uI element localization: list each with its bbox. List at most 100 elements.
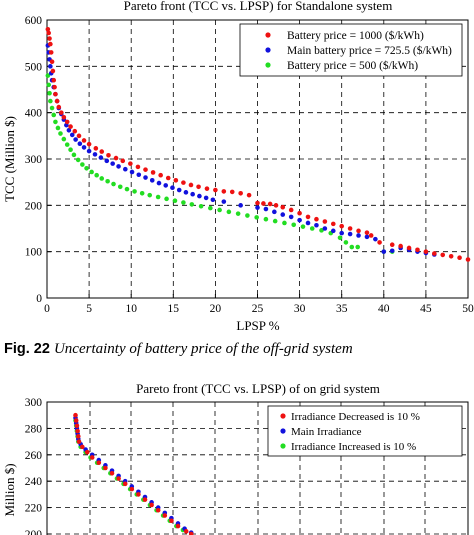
chart1-point-series-1 (190, 191, 195, 197)
chart1-point-series-0 (280, 204, 286, 210)
chart1-point-series-1 (77, 141, 83, 147)
chart2-legend-label-1: Main Irradiance (291, 426, 362, 438)
chart2-legend-marker-2 (280, 443, 286, 449)
chart1-point-series-2 (164, 196, 169, 202)
chart1-point-series-1 (66, 127, 72, 133)
chart1-point-series-0 (238, 190, 243, 196)
chart1-point-series-0 (440, 252, 446, 258)
chart1-point-series-1 (149, 178, 155, 183)
chart1-point-series-1 (381, 249, 387, 254)
chart2-point-series-0 (169, 518, 174, 524)
chart1-point-series-0 (204, 186, 210, 191)
chart1-point-series-0 (49, 59, 55, 64)
chart1-point-series-0 (56, 104, 62, 110)
chart1-point-series-2 (291, 222, 297, 228)
chart1-point-series-2 (117, 184, 123, 190)
chart1-point-series-0 (255, 200, 260, 206)
chart2-point-series-0 (84, 449, 90, 455)
chart1-point-series-0 (106, 152, 111, 158)
chart2-point-series-0 (80, 444, 85, 450)
chart2-ytick-label: 260 (25, 450, 43, 462)
chart1-xtick-label: 40 (378, 303, 390, 315)
chart1-point-series-0 (423, 249, 429, 254)
chart2-ytick-label: 280 (25, 423, 43, 435)
chart1-point-series-1 (280, 212, 286, 217)
chart1-point-series-2 (282, 220, 287, 226)
chart1-point-series-1 (210, 197, 216, 203)
chart1-legend: Battery price = 1000 ($/kWh) Main batter… (239, 23, 463, 77)
chart2-point-series-0 (129, 486, 135, 492)
chart2-ticks: 200 220 240 260 280 300 (25, 397, 51, 535)
chart1-point-series-1 (330, 228, 336, 234)
chart2-point-series-0 (75, 428, 80, 434)
chart2-point-series-0 (175, 523, 181, 529)
chart1-point-series-0 (93, 146, 99, 151)
chart1-point-series-1 (221, 199, 227, 204)
chart1-legend-marker-2 (265, 62, 271, 68)
chart1-point-series-2 (155, 194, 161, 200)
chart1-point-series-0 (432, 251, 437, 256)
chart1-point-series-1 (314, 222, 319, 228)
chart1-point-series-0 (314, 216, 319, 222)
chart1-point-series-0 (48, 50, 54, 55)
chart1-point-series-1 (92, 152, 98, 157)
chart1-xtick-label: 10 (125, 303, 137, 315)
chart1-point-series-2 (172, 198, 178, 203)
chart1-point-series-0 (261, 201, 266, 206)
chart1-xtick-label: 35 (336, 303, 348, 315)
chart1-legend-label-1: Main battery price = 725.5 ($/kWh) (287, 44, 452, 57)
chart2-legend-marker-1 (280, 428, 286, 434)
chart1-xtick-label: 15 (168, 303, 180, 315)
chart1-point-series-0 (188, 182, 194, 188)
chart1-point-series-0 (297, 210, 302, 216)
chart1-point-series-0 (47, 36, 52, 41)
chart1-point-series-1 (339, 230, 345, 236)
chart1-point-series-1 (272, 209, 277, 215)
chart1-xtick-label: 0 (44, 303, 50, 315)
chart1-point-series-1 (104, 158, 110, 164)
chart1-point-series-2 (208, 205, 213, 211)
chart1-point-series-2 (300, 224, 306, 229)
chart2-ylabel: Million $) (2, 463, 17, 516)
chart1-point-series-0 (99, 149, 105, 154)
chart1-point-series-0 (305, 214, 311, 220)
figure-caption-text: Uncertainty of battery price of the off-… (53, 341, 353, 357)
chart1-point-series-1 (81, 145, 87, 150)
chart1-point-series-2 (319, 228, 324, 233)
chart1-point-series-1 (69, 132, 75, 138)
chart1-ytick-label: 100 (25, 247, 43, 259)
chart2-point-series-0 (74, 423, 80, 429)
chart1-point-series-0 (68, 124, 73, 129)
chart1-point-series-0 (406, 245, 412, 251)
chart1-point-series-0 (267, 201, 273, 207)
chart1-legend-label-0: Battery price = 1000 ($/kWh) (287, 29, 424, 42)
chart2-point-series-0 (116, 476, 121, 481)
chart1-point-series-0 (457, 255, 462, 260)
chart1-point-series-0 (120, 158, 126, 164)
chart1-point-series-1 (98, 155, 104, 160)
chart1-point-series-0 (48, 41, 53, 47)
chart1-point-series-1 (288, 214, 294, 220)
chart1-point-series-2 (105, 178, 110, 184)
chart1-point-series-0 (377, 240, 382, 245)
chart1-point-series-0 (45, 26, 51, 32)
chart1-point-series-2 (254, 215, 259, 220)
chart1-point-series-2 (51, 112, 57, 118)
chart1-ytick-label: 600 (25, 15, 43, 27)
chart1-point-series-0 (72, 128, 78, 134)
chart1-point-series-0 (339, 223, 345, 229)
chart1-point-series-0 (52, 84, 57, 90)
chart1-point-series-1 (48, 64, 53, 69)
chart2-point-series-0 (142, 497, 148, 502)
chart1-point-series-2 (217, 207, 222, 213)
chart2-ytick-label: 220 (25, 503, 43, 515)
chart1-point-series-2 (189, 202, 195, 207)
chart1-point-series-2 (61, 136, 67, 142)
chart2-point-series-0 (162, 513, 168, 518)
chart1-point-series-0 (76, 133, 82, 139)
chart1-point-series-2 (64, 142, 70, 147)
chart1-point-series-2 (355, 244, 360, 250)
chart2-point-series-0 (149, 502, 154, 508)
chart1-point-series-1 (73, 137, 78, 142)
chart1-point-series-1 (143, 175, 148, 180)
